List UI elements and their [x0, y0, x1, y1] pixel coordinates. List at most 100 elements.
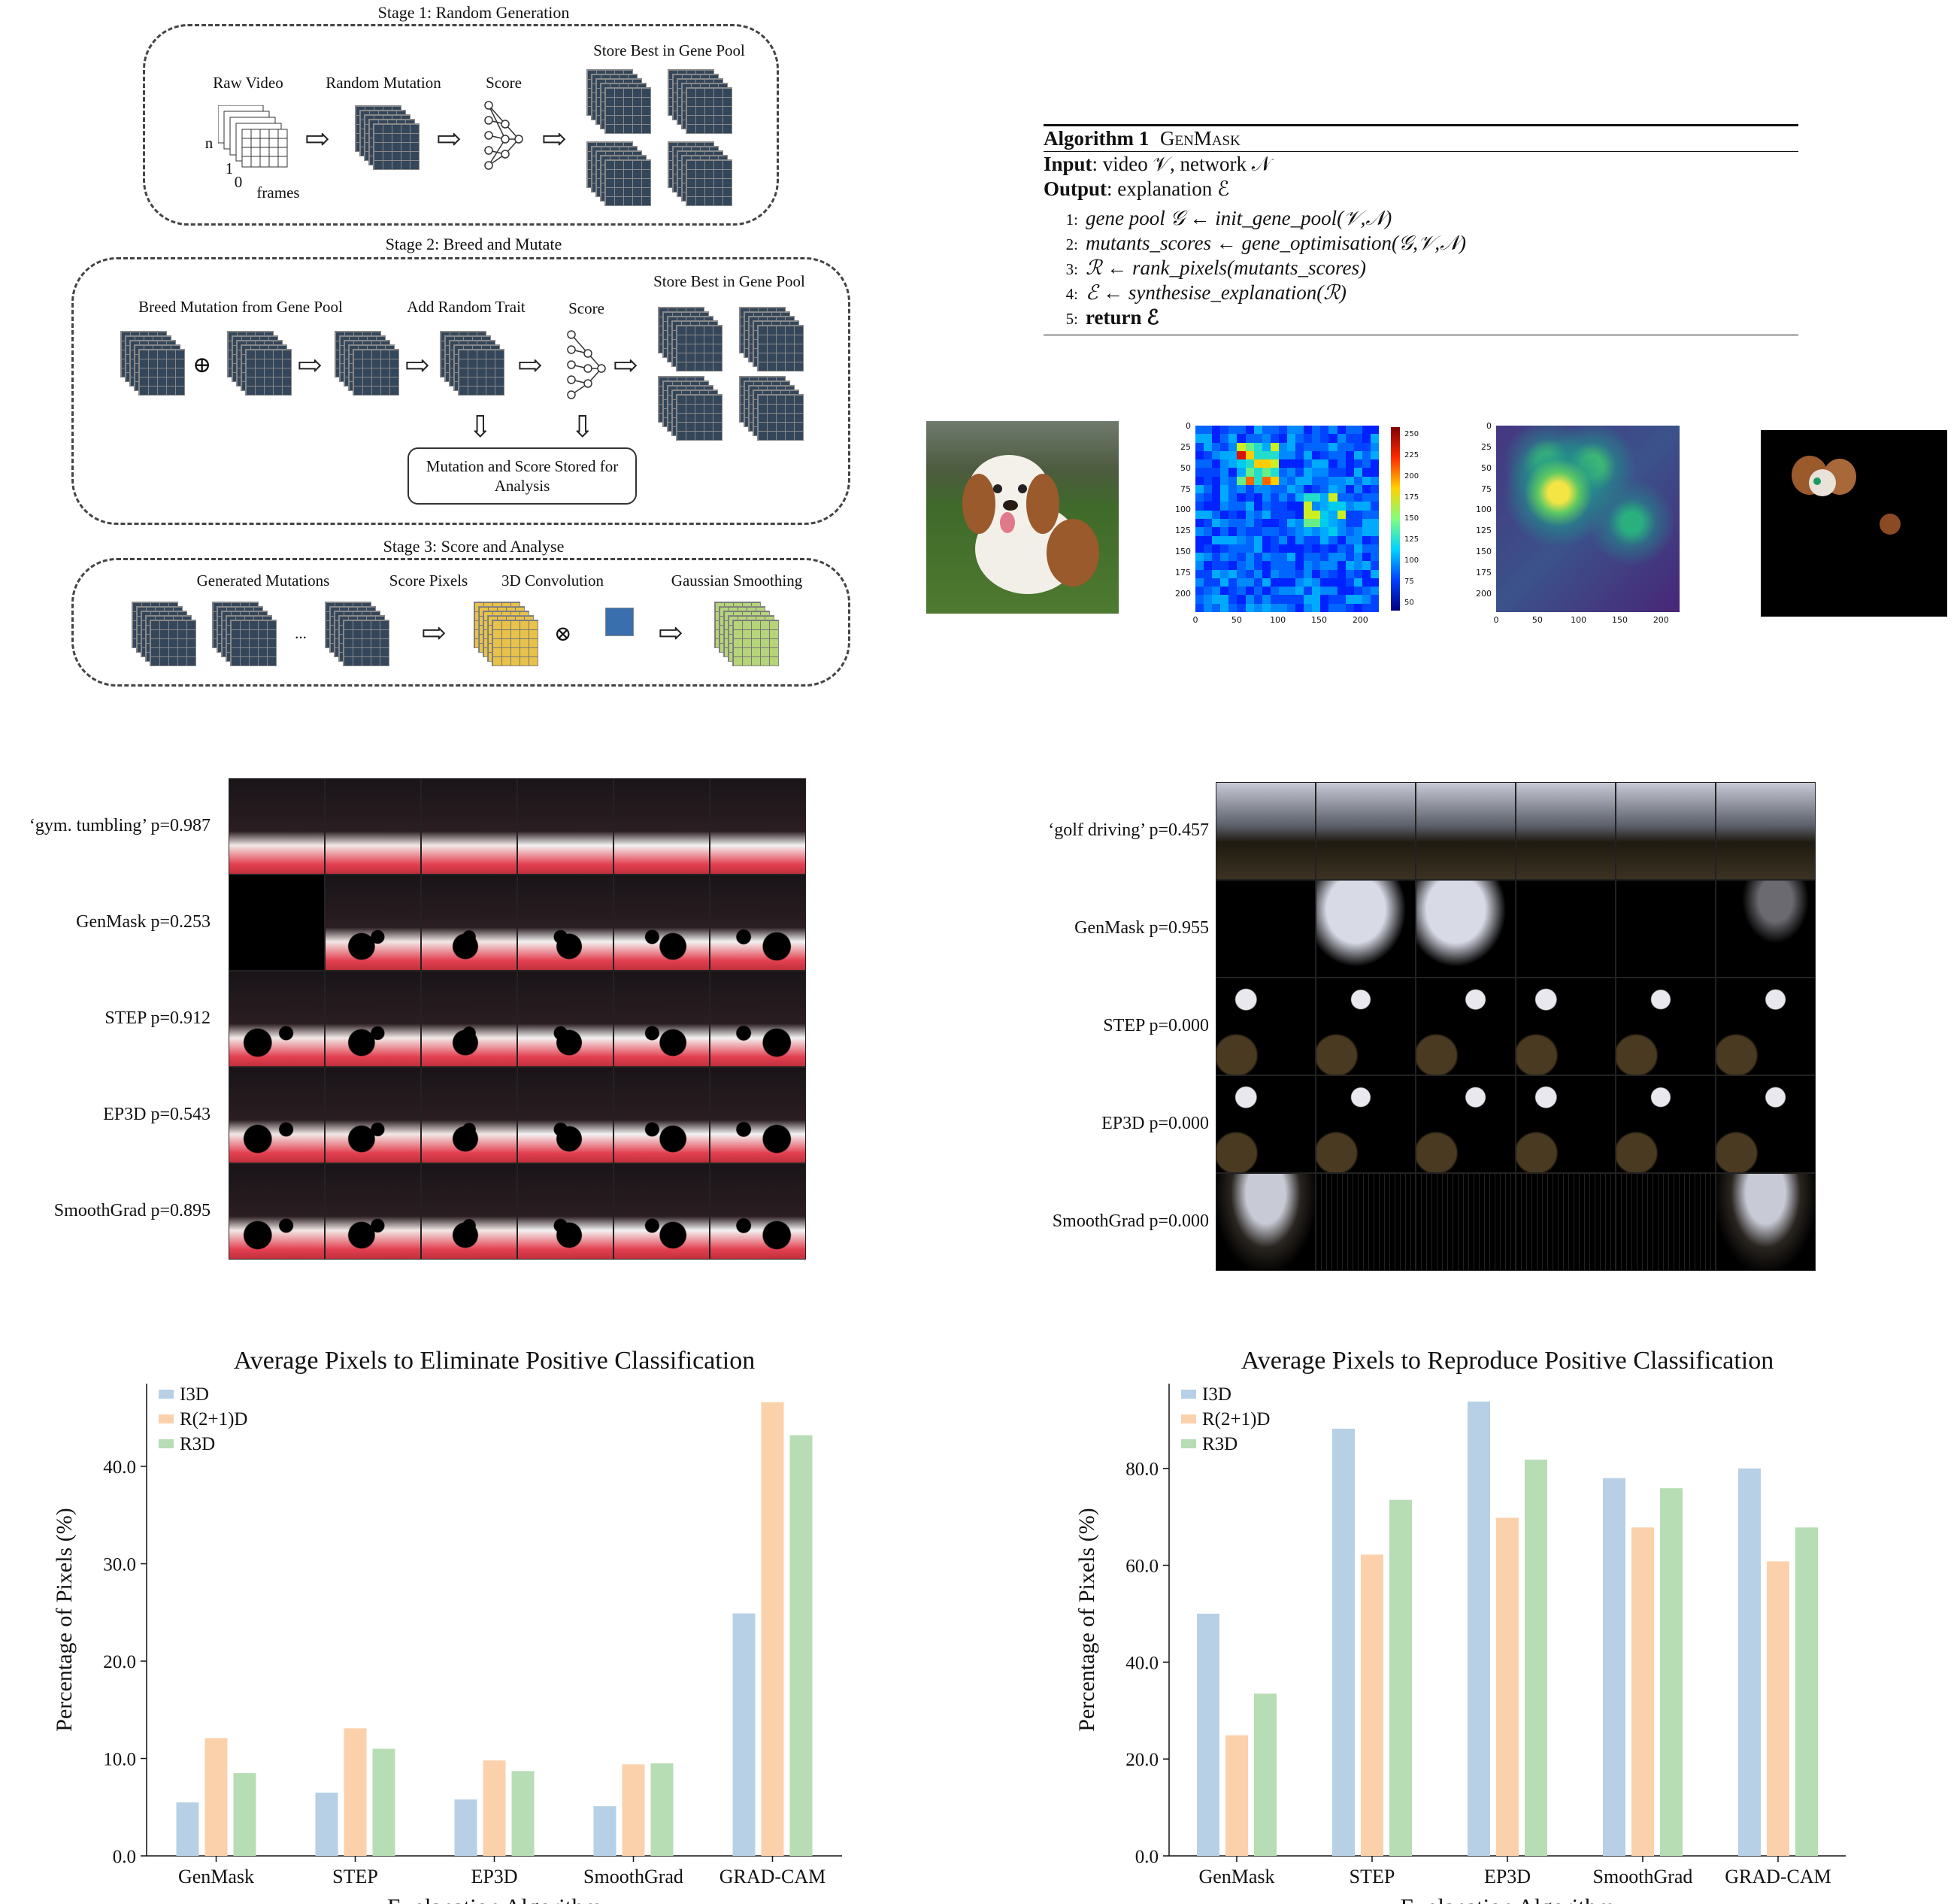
stage1-title: Stage 1: Random Generation: [377, 3, 570, 22]
heatmap-cell: [1220, 476, 1229, 486]
heatmap-cell: [1345, 493, 1355, 502]
video-frame: [1616, 1173, 1716, 1271]
heatmap-cell: [1353, 442, 1363, 452]
heatmap-cell: [1195, 493, 1204, 502]
heatmap-cell: [1195, 484, 1204, 494]
heatmap-cell: [1353, 459, 1363, 468]
heatmap-cell: [1220, 442, 1229, 452]
heatmap-cell: [1220, 587, 1229, 596]
heatmap-cell: [1370, 569, 1379, 579]
heatmap-cell: [1345, 450, 1355, 460]
video-frame: [1216, 1173, 1316, 1271]
heatmap-cell: [1212, 468, 1221, 478]
smoothing-label: Gaussian Smoothing: [671, 572, 803, 590]
heatmap-cell: [1278, 468, 1288, 478]
random-mutation-label: Random Mutation: [326, 74, 441, 92]
heatmap-cell: [1345, 578, 1355, 587]
heatmap-cell: [1337, 553, 1347, 562]
heatmap-cell: [1212, 527, 1221, 537]
heatmap-cell: [1228, 442, 1237, 452]
legend-label: R3D: [1202, 1434, 1237, 1454]
heatmap-cell: [1345, 476, 1355, 486]
y-tick-label: 50: [1180, 462, 1191, 473]
heatmap-cell: [1304, 484, 1313, 494]
mutation-stack: [668, 141, 735, 209]
heatmap-cell: [1262, 603, 1271, 612]
bar-r-2-1-d: [1361, 1554, 1383, 1856]
bar-r-2-1-d: [483, 1760, 506, 1856]
heatmap-cell: [1212, 519, 1221, 528]
heatmap-cell: [1320, 450, 1329, 460]
heatmap-cell: [1212, 603, 1221, 612]
y-tick-label: 25: [1180, 441, 1191, 452]
heatmap-cell: [1237, 476, 1247, 486]
heatmap-cell: [1312, 544, 1321, 553]
heatmap-cell: [1195, 527, 1204, 537]
heatmap-cell: [1353, 527, 1363, 537]
y-tick-label: 200: [1175, 588, 1191, 599]
heatmap-cell: [1287, 544, 1296, 553]
bar-r3d: [233, 1772, 256, 1856]
y-tick-label: 100: [1476, 505, 1492, 515]
heatmap-cell: [1312, 450, 1321, 460]
heatmap-cell: [1287, 450, 1296, 460]
heatmap-cell: [1304, 442, 1313, 452]
frames-label: frames: [256, 183, 300, 202]
ellipsis-label: ...: [295, 624, 307, 642]
heatmap-cell: [1362, 502, 1371, 511]
heatmap-cell: [1312, 426, 1321, 435]
heatmap-cell: [1320, 519, 1329, 528]
bar-i3d: [1332, 1428, 1355, 1856]
video-frame: [421, 778, 517, 875]
legend-swatch: [159, 1390, 174, 1399]
heatmap-cell: [1237, 553, 1247, 562]
video-frame: [1516, 1173, 1616, 1271]
colorbar-tick-label: 50: [1404, 599, 1414, 607]
heatmap-cell: [1295, 510, 1304, 520]
mutation-stack: [355, 105, 423, 173]
bar-r3d: [511, 1771, 535, 1856]
legend-swatch: [159, 1414, 174, 1423]
line-number: 3:: [1065, 260, 1078, 278]
heatmap-cell: [1245, 561, 1255, 571]
heatmap-cell: [1204, 434, 1213, 444]
heatmap-cell: [1320, 484, 1329, 494]
heatmap-cell: [1195, 595, 1204, 605]
heatmap-cell: [1253, 434, 1263, 444]
x-tick-label: 150: [1611, 615, 1628, 625]
heatmap-cell: [1220, 519, 1229, 528]
heatmap-cell: [1304, 587, 1313, 596]
legend-swatch: [159, 1439, 174, 1448]
heatmap-cell: [1195, 426, 1204, 435]
heatmap-cell: [1345, 587, 1355, 596]
heatmap-cell: [1195, 459, 1204, 468]
heatmap-cell: [1245, 493, 1255, 502]
heatmap-cell: [1253, 527, 1263, 537]
heatmap-cell: [1304, 493, 1313, 502]
mutation-stack: [668, 69, 735, 137]
heatmap-cell: [1253, 595, 1263, 605]
mutation-stack: [132, 602, 199, 669]
legend-swatch: [1181, 1439, 1196, 1448]
video-frame: [710, 1163, 806, 1260]
heatmap-cell: [1270, 426, 1280, 435]
stored-analysis-box: Mutation and Score Stored for Analysis: [407, 447, 637, 505]
heatmap-cell: [1320, 544, 1329, 553]
heatmap-cell: [1237, 569, 1247, 579]
heatmap-cell: [1195, 502, 1204, 511]
breed-label: Breed Mutation from Gene Pool: [138, 298, 343, 316]
heatmap-cell: [1245, 484, 1255, 494]
video-frame: [1616, 1075, 1716, 1173]
arrow-down-icon: ⇩: [570, 410, 595, 444]
heatmap-cell: [1245, 476, 1255, 486]
heatmap-cell: [1204, 484, 1213, 494]
heatmap-cell: [1328, 476, 1338, 486]
heatmap-cell: [1295, 459, 1304, 468]
colorbar-tick-label: 250: [1404, 430, 1419, 438]
heatmap-cell: [1253, 587, 1263, 596]
x-tick-label: SmoothGrad: [1593, 1866, 1693, 1887]
heatmap-cell: [1253, 603, 1263, 612]
heatmap-cell: [1228, 519, 1237, 528]
heatmap-cell: [1345, 510, 1355, 520]
heatmap-cell: [1253, 535, 1263, 545]
